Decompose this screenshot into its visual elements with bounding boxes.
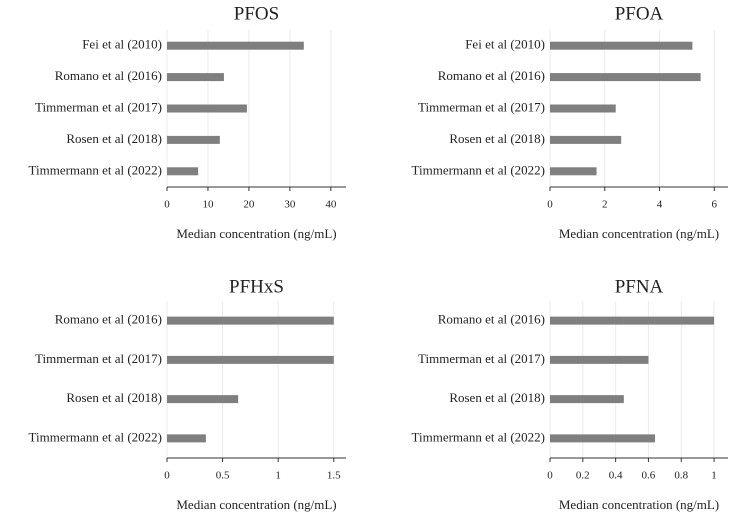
x-tick-label: 1 <box>275 470 281 482</box>
bar <box>167 395 239 404</box>
bar <box>550 167 597 176</box>
x-axis-label: Median concentration (ng/mL) <box>176 497 336 512</box>
bar <box>550 104 616 113</box>
y-tick-label: Fei et al (2010) <box>82 37 162 52</box>
y-tick-label: Timmermann et al (2022) <box>29 429 162 444</box>
x-tick-label: 0.4 <box>609 470 623 482</box>
x-tick-label: 0.8 <box>674 470 688 482</box>
x-tick-label: 0.5 <box>216 470 230 482</box>
y-tick-label: Timmerman et al (2017) <box>35 99 162 114</box>
x-tick-label: 0.2 <box>576 470 590 482</box>
x-tick-label: 0 <box>547 199 553 211</box>
bar <box>550 395 624 404</box>
y-tick-label: Romano et al (2016) <box>55 68 162 83</box>
x-tick-label: 2 <box>602 199 608 211</box>
x-tick-label: 0 <box>547 470 553 482</box>
bar <box>167 41 304 50</box>
x-tick-label: 0 <box>164 199 170 211</box>
y-tick-label: Timmerman et al (2017) <box>35 351 162 366</box>
chart-title: PFOS <box>234 3 279 24</box>
y-tick-label: Timmerman et al (2017) <box>418 99 545 114</box>
bar <box>167 434 206 443</box>
x-tick-label: 1 <box>711 470 717 482</box>
x-tick-label: 6 <box>712 199 718 211</box>
chart-title: PFHxS <box>229 276 284 297</box>
y-tick-label: Rosen et al (2018) <box>66 390 162 405</box>
y-tick-label: Romano et al (2016) <box>55 312 162 327</box>
x-axis-label: Median concentration (ng/mL) <box>176 226 336 241</box>
chart-title: PFNA <box>615 276 664 297</box>
bar <box>550 73 701 82</box>
bar <box>167 104 247 113</box>
bar <box>550 434 655 443</box>
x-tick-label: 1.5 <box>327 470 341 482</box>
y-tick-label: Timmermann et al (2022) <box>29 162 162 177</box>
x-tick-label: 30 <box>284 199 296 211</box>
bar <box>550 135 622 144</box>
bar <box>167 316 334 325</box>
y-tick-label: Rosen et al (2018) <box>449 131 545 146</box>
x-tick-label: 40 <box>325 199 337 211</box>
y-tick-label: Romano et al (2016) <box>438 68 545 83</box>
bar <box>167 355 334 364</box>
x-tick-label: 0 <box>164 470 170 482</box>
x-axis-label: Median concentration (ng/mL) <box>559 226 719 241</box>
x-axis-label: Median concentration (ng/mL) <box>559 497 719 512</box>
y-tick-label: Timmermann et al (2022) <box>412 429 545 444</box>
y-tick-label: Rosen et al (2018) <box>66 131 162 146</box>
x-tick-label: 20 <box>243 199 255 211</box>
bar <box>550 355 649 364</box>
x-tick-label: 0.6 <box>642 470 656 482</box>
x-tick-label: 4 <box>657 199 663 211</box>
bar <box>167 73 224 82</box>
bar <box>167 135 220 144</box>
chart-title: PFOA <box>615 3 664 24</box>
y-tick-label: Romano et al (2016) <box>438 312 545 327</box>
y-tick-label: Timmermann et al (2022) <box>412 162 545 177</box>
bar <box>167 167 199 176</box>
bar <box>550 41 693 50</box>
y-tick-label: Fei et al (2010) <box>465 37 545 52</box>
x-tick-label: 10 <box>202 199 214 211</box>
bar <box>550 316 715 325</box>
y-tick-label: Rosen et al (2018) <box>449 390 545 405</box>
y-tick-label: Timmerman et al (2017) <box>418 351 545 366</box>
